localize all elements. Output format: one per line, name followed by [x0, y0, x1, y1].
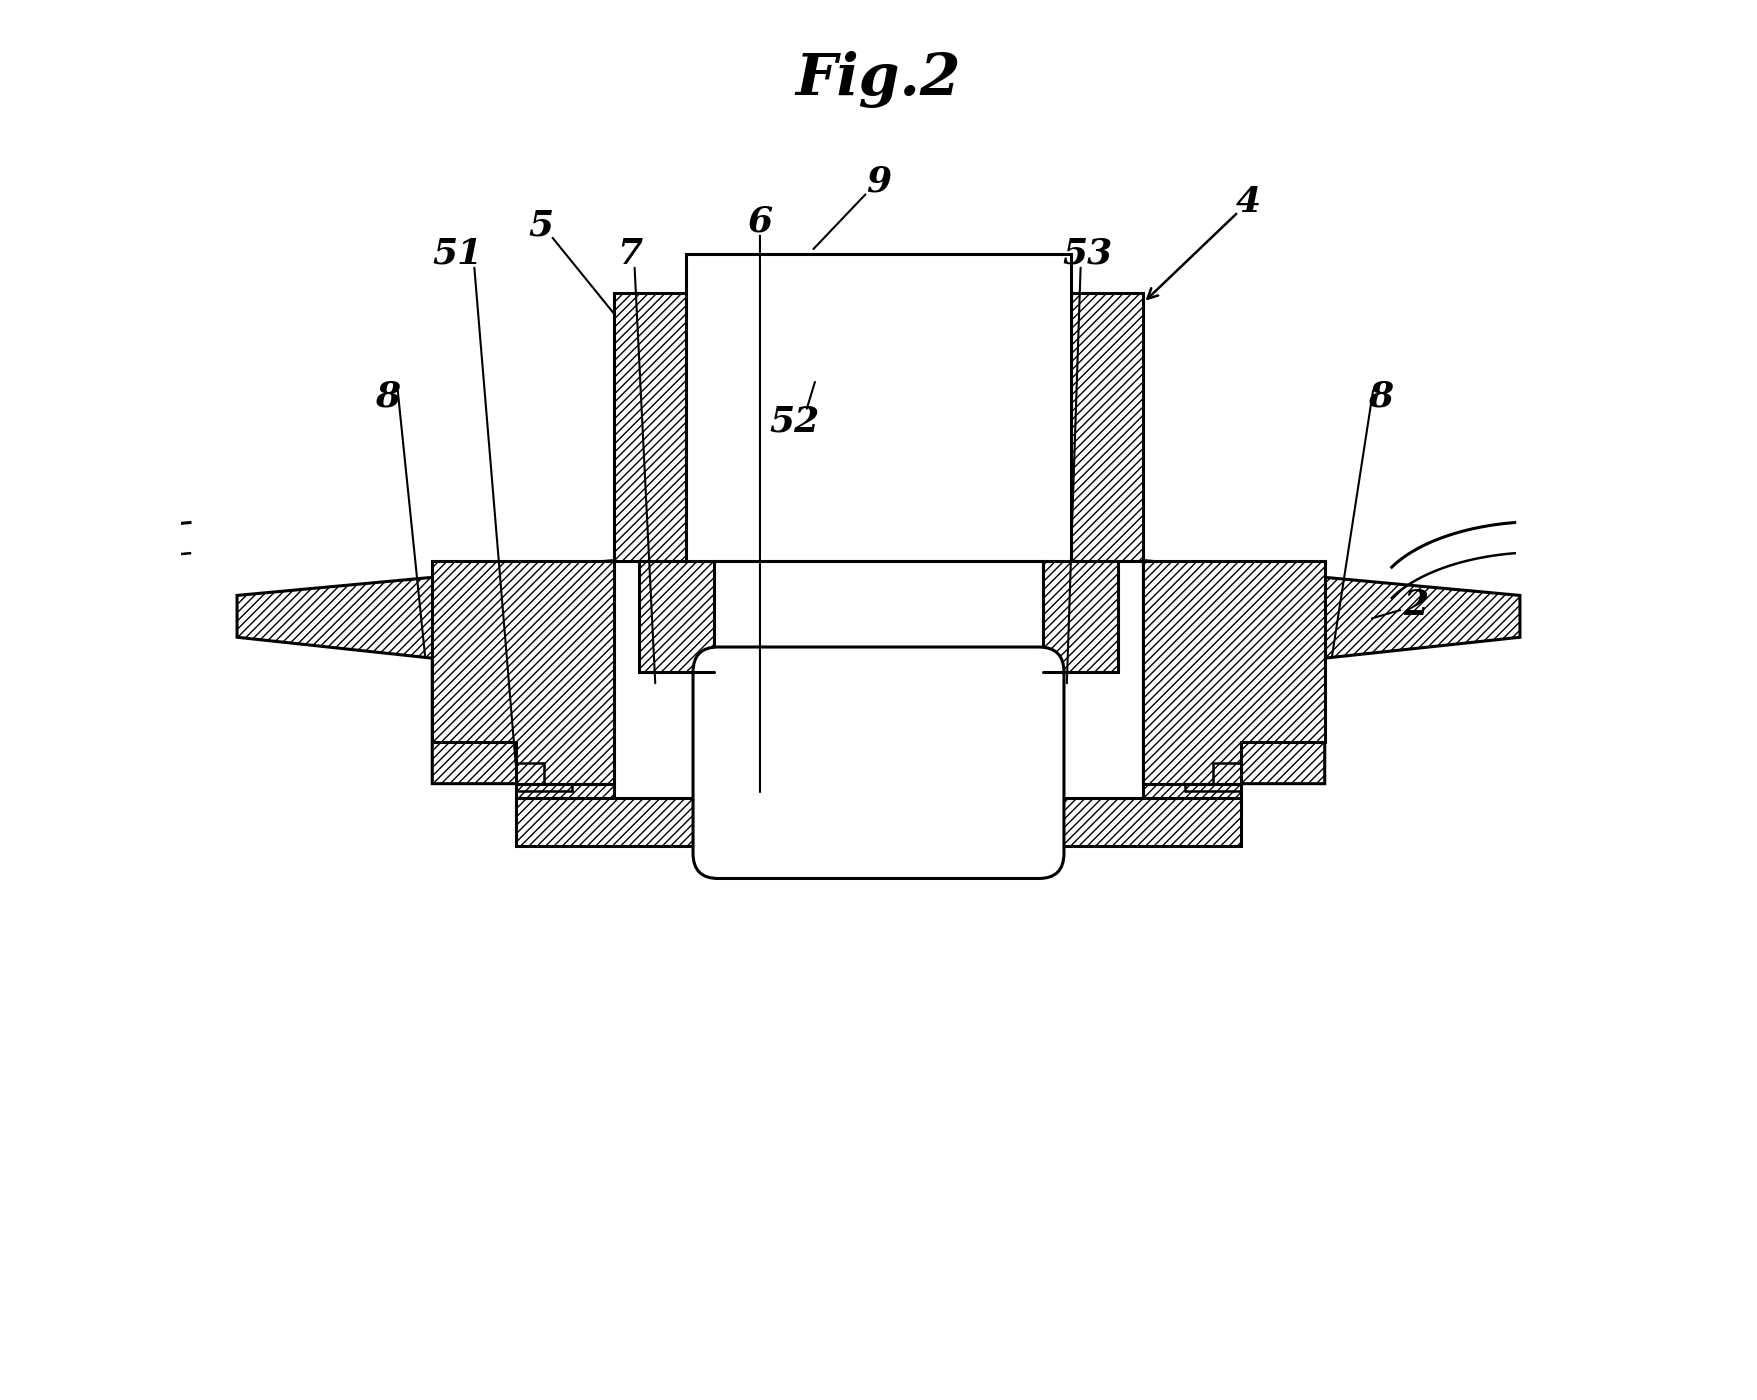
Polygon shape — [1072, 293, 1144, 560]
Polygon shape — [1038, 798, 1240, 847]
Text: 4: 4 — [1235, 185, 1260, 220]
Text: 5: 5 — [529, 209, 553, 242]
Polygon shape — [685, 253, 1072, 560]
Text: 51: 51 — [432, 237, 483, 270]
Polygon shape — [432, 560, 613, 784]
Text: 7: 7 — [618, 237, 643, 270]
Text: 52: 52 — [770, 405, 821, 438]
Text: 6: 6 — [747, 204, 773, 239]
Polygon shape — [1044, 560, 1119, 672]
Text: 2: 2 — [1402, 588, 1428, 622]
Polygon shape — [613, 293, 685, 560]
Text: 53: 53 — [1063, 237, 1112, 270]
Polygon shape — [713, 560, 1044, 672]
Polygon shape — [517, 798, 719, 847]
Polygon shape — [638, 560, 713, 672]
Polygon shape — [1144, 560, 1520, 784]
Polygon shape — [517, 784, 613, 819]
Text: 8: 8 — [1369, 379, 1393, 413]
Text: 9: 9 — [866, 164, 891, 199]
FancyBboxPatch shape — [692, 647, 1065, 878]
Polygon shape — [1144, 784, 1240, 819]
Polygon shape — [237, 560, 613, 784]
Text: Fig.2: Fig.2 — [796, 50, 961, 108]
Text: 8: 8 — [374, 379, 401, 413]
Polygon shape — [1144, 560, 1325, 784]
